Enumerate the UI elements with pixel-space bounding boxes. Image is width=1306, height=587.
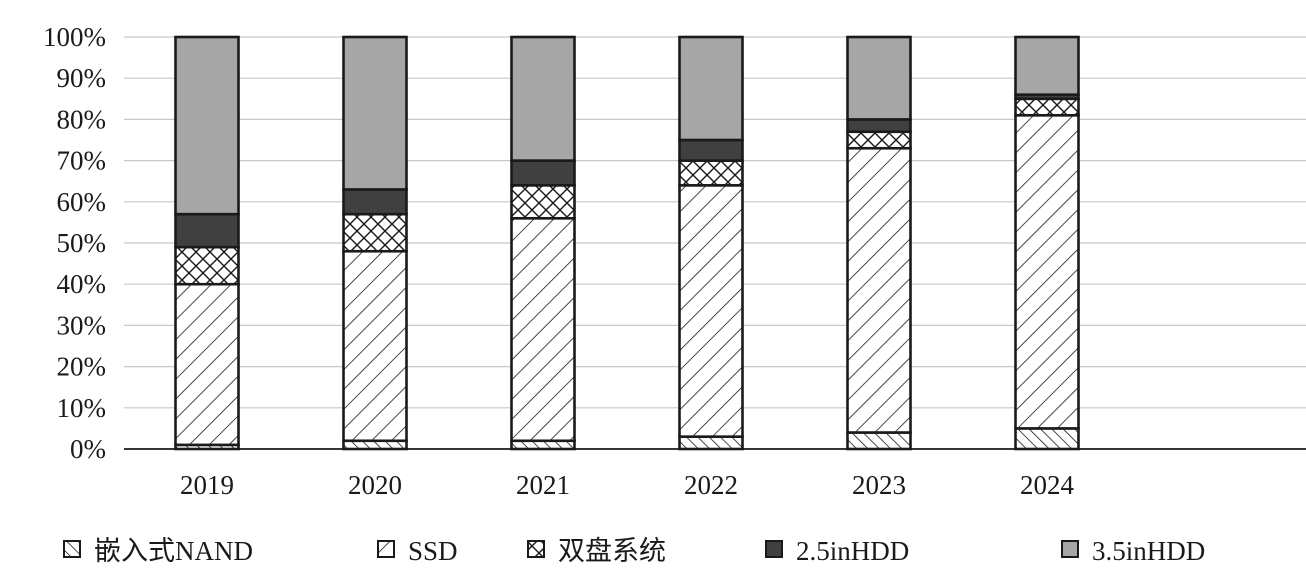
y-tick-label: 50% [57,228,107,258]
y-tick-label: 20% [57,352,107,382]
y-tick-label: 30% [57,310,107,340]
bar-segment [678,138,744,162]
legend-label: SSD [408,536,458,566]
legend-swatch [765,540,783,558]
y-tick-label: 90% [57,63,107,93]
bar-segment [846,35,912,121]
bar-segment [342,188,408,216]
bar-segment [846,146,912,434]
bar-segment [1014,427,1080,451]
bar-segment [510,216,576,443]
legend: 嵌入式NAND SSD 双盘系统 2.5inHDD 3.5inHDD [63,536,1205,566]
bar-segment [846,431,912,451]
legend-label: 2.5inHDD [796,536,909,566]
y-tick-label: 100% [43,22,106,52]
y-tick-label: 80% [57,104,107,134]
bar-segment [1014,97,1080,117]
bar-segment [174,35,240,216]
bar-segment [342,212,408,253]
y-tick-label: 10% [57,393,107,423]
x-tick-label: 2019 [180,470,234,500]
bar-segment [678,35,744,142]
bar-segment [342,35,408,191]
bar-segment [1014,113,1080,430]
x-axis: 2019 2020 2021 2022 2023 2024 [180,470,1075,500]
bar-segment [1014,35,1080,96]
legend-swatch [1061,540,1079,558]
bar-segment [678,435,744,451]
bar-segment [846,118,912,134]
bar-segment [174,282,240,447]
legend-swatch [377,540,395,558]
legend-label: 嵌入式NAND [94,536,253,566]
legend-swatch [63,540,81,558]
legend-label: 3.5inHDD [1092,536,1205,566]
x-tick-label: 2020 [348,470,402,500]
bar-segment [510,35,576,162]
y-tick-label: 0% [70,434,106,464]
bar-segment [510,159,576,187]
bars [174,35,1080,451]
bar-segment [678,159,744,187]
bar-segment [342,249,408,443]
x-tick-label: 2024 [1020,470,1075,500]
bar-segment [174,212,240,249]
y-tick-label: 70% [57,146,107,176]
bar-segment [510,184,576,220]
bar-segment [846,130,912,150]
x-tick-label: 2021 [516,470,570,500]
y-tick-label: 40% [57,269,107,299]
legend-label: 双盘系统 [558,536,666,566]
x-tick-label: 2023 [852,470,906,500]
y-axis: 0% 10% 20% 30% 40% 50% 60% 70% 80% 90% 100% [43,22,106,464]
bar-segment [678,184,744,438]
legend-swatch [527,540,545,558]
x-tick-label: 2022 [684,470,738,500]
bar-segment [174,245,240,286]
y-tick-label: 60% [57,187,107,217]
